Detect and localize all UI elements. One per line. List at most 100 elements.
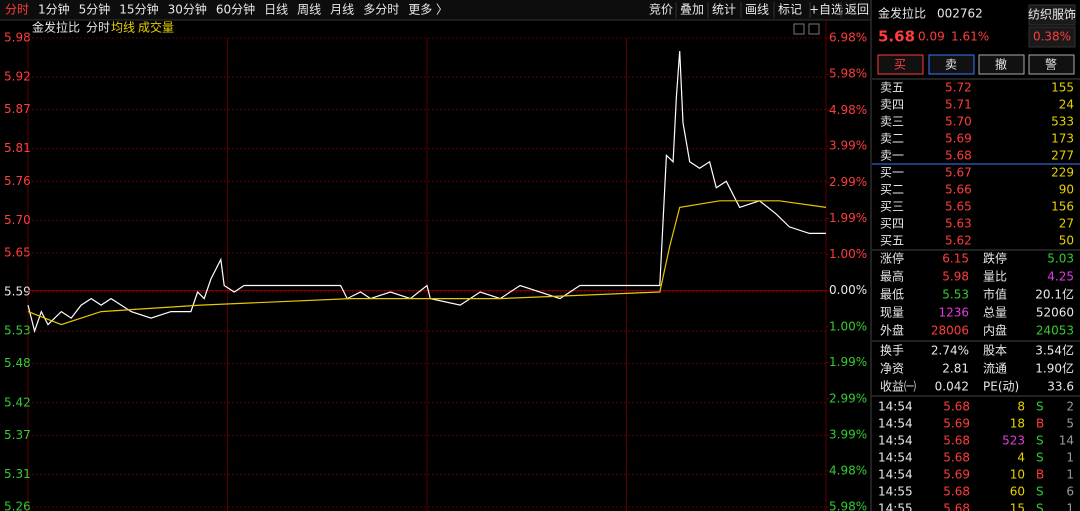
trade-button[interactable] (877, 54, 924, 75)
trade-time: 14:54 (878, 400, 913, 414)
sector-change-box (1028, 26, 1076, 48)
book-price: 5.70 (945, 115, 972, 129)
tool-button[interactable]: +自选 (809, 3, 843, 17)
fund-value: 0.042 (935, 380, 969, 394)
trade-volume: 15 (1010, 502, 1025, 511)
book-price: 5.67 (945, 166, 972, 180)
trade-count: 5 (1066, 417, 1074, 431)
book-volume: 50 (1059, 234, 1074, 248)
trade-side: S (1036, 451, 1044, 465)
period-tab[interactable]: 30分钟 (168, 2, 207, 17)
y2-tick-label: 2.99% (829, 175, 867, 189)
trade-side: S (1036, 502, 1044, 511)
y2-tick-label: 0.00% (829, 283, 867, 297)
stat-label: 量比 (983, 270, 1007, 284)
chart-title: 金发拉比 (32, 20, 80, 35)
fund-value: 1.90亿 (1035, 361, 1074, 376)
trade-volume: 60 (1010, 485, 1025, 499)
book-level: 买二 (880, 183, 904, 197)
trade-button-label[interactable]: 卖 (945, 58, 957, 72)
period-tab[interactable]: 60分钟 (216, 2, 255, 17)
stat-value: 20.1亿 (1035, 287, 1074, 302)
fund-label: 收益㈠ (880, 380, 916, 394)
trade-price: 5.68 (943, 400, 970, 414)
fund-value: 2.81 (942, 362, 969, 376)
book-price: 5.66 (945, 183, 972, 197)
tool-button[interactable]: 竞价 (649, 3, 673, 17)
fund-label: 净资 (880, 362, 904, 376)
period-tab[interactable]: 15分钟 (119, 2, 158, 17)
stat-label: 最低 (880, 288, 904, 302)
period-tab[interactable]: 1分钟 (38, 2, 70, 17)
period-tab[interactable]: 分时 (5, 3, 29, 17)
trade-price: 5.69 (943, 417, 970, 431)
y-tick-label: 5.48 (4, 356, 31, 370)
toolbar-bg (0, 0, 870, 20)
stat-value: 6.15 (942, 252, 969, 266)
y2-tick-label: 2.99% (829, 391, 867, 405)
book-level: 卖三 (880, 115, 904, 129)
period-tab[interactable]: 月线 (330, 3, 354, 17)
stat-value: 5.03 (1047, 252, 1074, 266)
stat-label: 市值 (983, 287, 1007, 302)
y2-tick-label: 3.99% (829, 139, 867, 153)
trade-time: 14:54 (878, 451, 913, 465)
y2-tick-label: 4.98% (829, 103, 867, 117)
stat-value: 4.25 (1047, 270, 1074, 284)
book-volume: 27 (1059, 217, 1074, 231)
trade-button[interactable] (978, 54, 1025, 75)
y-tick-label: 5.65 (4, 245, 31, 259)
trade-button-label[interactable]: 撤 (995, 57, 1007, 72)
trade-price: 5.68 (943, 434, 970, 448)
book-price: 5.63 (945, 217, 972, 231)
tool-button[interactable]: 画线 (745, 3, 769, 17)
trade-button-label[interactable]: 买 (894, 58, 906, 72)
book-price: 5.68 (945, 149, 972, 163)
stat-value: 52060 (1036, 306, 1074, 320)
book-level: 买五 (880, 234, 904, 248)
book-volume: 156 (1051, 200, 1074, 214)
stat-value: 5.53 (942, 288, 969, 302)
sector-change: 0.38% (1033, 30, 1071, 44)
y2-tick-label: 1.99% (829, 211, 867, 225)
tool-button[interactable]: 统计 (712, 3, 736, 17)
sector-box (1028, 4, 1076, 26)
period-tab[interactable]: 日线 (264, 3, 288, 17)
trade-button[interactable] (1028, 54, 1075, 75)
period-tab[interactable]: 多分时 (363, 3, 399, 17)
book-volume: 90 (1059, 183, 1074, 197)
trade-side: B (1036, 468, 1044, 482)
tool-button[interactable]: 叠加 (680, 3, 704, 17)
trade-price: 5.68 (943, 451, 970, 465)
sector-name[interactable]: 纺织服饰 (1028, 8, 1076, 22)
book-level: 买四 (880, 217, 904, 231)
trade-side: S (1036, 485, 1044, 499)
y-tick-label: 5.42 (4, 395, 31, 409)
book-volume: 173 (1051, 132, 1074, 146)
book-price: 5.62 (945, 234, 972, 248)
book-volume: 229 (1051, 166, 1074, 180)
book-volume: 155 (1051, 81, 1074, 95)
period-tab[interactable]: 周线 (297, 3, 321, 17)
period-tab[interactable]: 更多 〉 (408, 3, 448, 17)
fund-value: 33.6 (1047, 380, 1074, 394)
tool-button[interactable]: 返回 (845, 3, 869, 17)
book-volume: 24 (1059, 98, 1074, 112)
tool-button[interactable]: 标记 (778, 3, 802, 17)
trade-button[interactable] (928, 54, 975, 75)
window-icon[interactable] (808, 23, 820, 35)
book-volume: 533 (1051, 115, 1074, 129)
trade-side: S (1036, 400, 1044, 414)
trade-button-label[interactable]: 警 (1045, 57, 1057, 72)
stat-label: 外盘 (880, 323, 904, 338)
book-volume: 277 (1051, 149, 1074, 163)
stat-label: 涨停 (880, 251, 904, 266)
zoom-icon[interactable] (793, 23, 805, 35)
fund-value: 3.54亿 (1035, 343, 1074, 358)
trade-time: 14:54 (878, 468, 913, 482)
period-tab[interactable]: 5分钟 (79, 2, 111, 17)
y2-tick-label: 5.98% (829, 67, 867, 81)
stat-value: 1236 (938, 306, 969, 320)
y-tick-label: 5.81 (4, 141, 31, 155)
trade-volume: 18 (1010, 417, 1025, 431)
